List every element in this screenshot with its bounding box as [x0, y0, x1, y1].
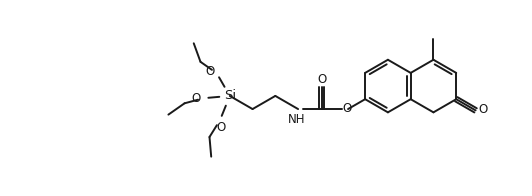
Text: O: O — [317, 73, 327, 86]
Text: NH: NH — [288, 113, 305, 126]
Text: O: O — [217, 122, 226, 134]
Text: O: O — [342, 102, 351, 115]
Text: O: O — [478, 103, 487, 116]
Text: Si: Si — [224, 89, 236, 102]
Text: O: O — [205, 65, 214, 78]
Text: O: O — [192, 92, 201, 105]
